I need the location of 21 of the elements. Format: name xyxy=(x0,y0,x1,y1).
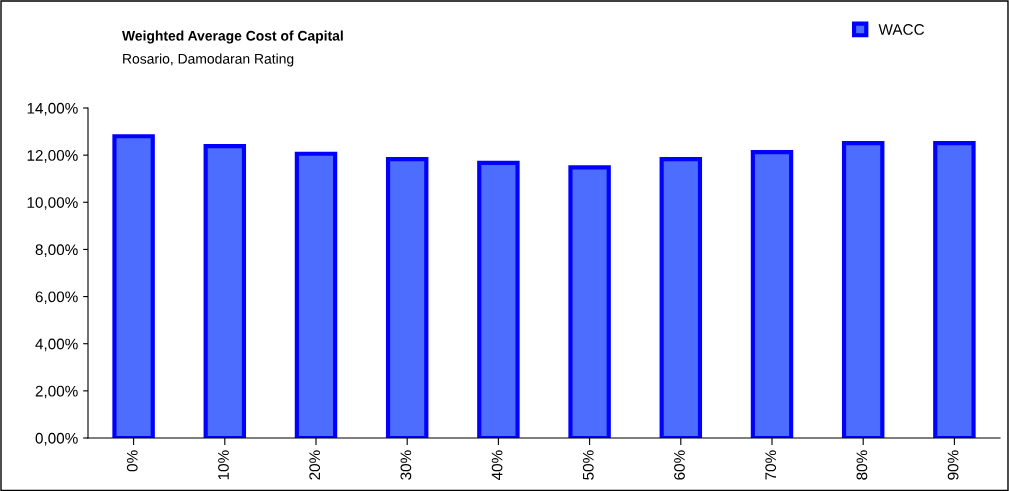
x-tick-label: 90% xyxy=(947,450,959,480)
x-tick-label: 40% xyxy=(491,450,503,481)
x-tick-label: 70% xyxy=(765,450,777,480)
x-tick-label: 0% xyxy=(126,450,138,472)
y-tick-label: 4,00% xyxy=(35,338,78,352)
y-tick-label: 12,00% xyxy=(27,150,78,163)
x-tick-label: 20% xyxy=(309,450,321,480)
y-tick-label: 8,00% xyxy=(35,244,78,257)
x-tick-label: 30% xyxy=(400,450,412,480)
chart-title: Weighted Average Cost of Capital xyxy=(122,30,343,44)
x-tick-label: 50% xyxy=(582,450,594,480)
x-tick-label: 80% xyxy=(856,450,868,480)
chart-subtitle: Rosario, Damodaran Rating xyxy=(123,53,294,67)
y-tick-label: 2,00% xyxy=(35,385,78,399)
legend-label: WACC xyxy=(878,24,925,35)
y-tick-label: 10,00% xyxy=(27,197,78,210)
x-tick-label: 60% xyxy=(674,450,685,480)
y-tick-label: 0,00% xyxy=(35,432,78,446)
y-tick-label: 6,00% xyxy=(35,291,78,305)
x-tick-label: 10% xyxy=(218,450,229,480)
y-tick-label: 14,00% xyxy=(27,102,78,116)
